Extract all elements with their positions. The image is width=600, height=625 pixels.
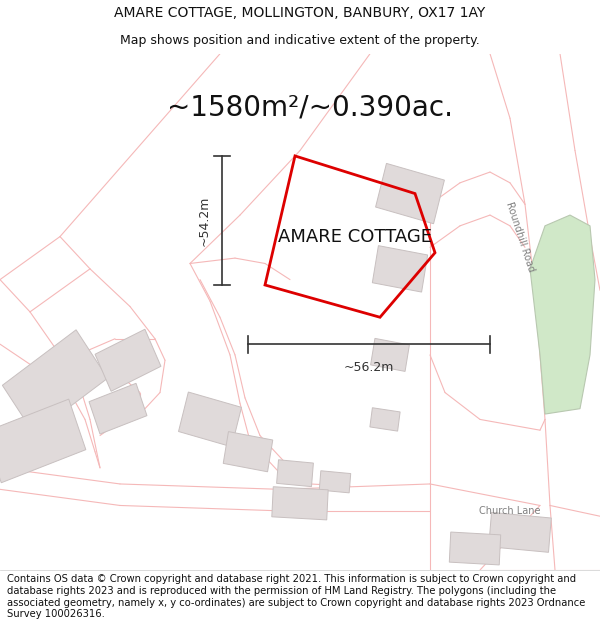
Text: AMARE COTTAGE, MOLLINGTON, BANBURY, OX17 1AY: AMARE COTTAGE, MOLLINGTON, BANBURY, OX17… [115,6,485,21]
Polygon shape [489,512,551,552]
Text: Roundhill Road: Roundhill Road [504,200,536,273]
Polygon shape [376,163,445,224]
Polygon shape [0,399,86,482]
Text: ~56.2m: ~56.2m [344,361,394,374]
Polygon shape [530,215,595,414]
Text: Church Lane: Church Lane [479,506,541,516]
Polygon shape [2,330,107,434]
Text: ~54.2m: ~54.2m [197,195,211,246]
Polygon shape [179,392,241,447]
Polygon shape [370,408,400,431]
Text: Map shows position and indicative extent of the property.: Map shows position and indicative extent… [120,34,480,47]
Polygon shape [371,338,409,371]
Polygon shape [319,471,351,493]
Polygon shape [223,432,273,472]
Polygon shape [449,532,500,565]
Text: AMARE COTTAGE: AMARE COTTAGE [278,228,432,246]
Polygon shape [95,329,161,391]
Polygon shape [373,246,428,292]
Polygon shape [272,487,328,520]
Polygon shape [277,460,313,487]
Text: Contains OS data © Crown copyright and database right 2021. This information is : Contains OS data © Crown copyright and d… [7,574,586,619]
Polygon shape [89,383,147,434]
Text: ~1580m²/~0.390ac.: ~1580m²/~0.390ac. [167,94,453,121]
